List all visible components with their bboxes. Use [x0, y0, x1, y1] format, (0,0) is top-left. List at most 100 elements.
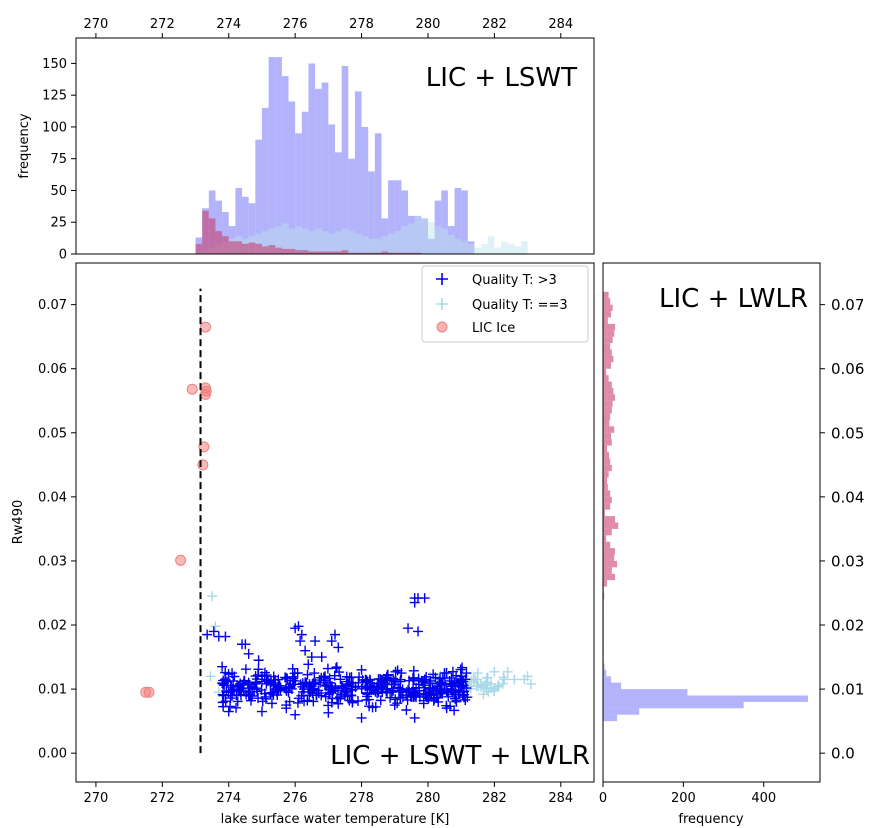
top-hist-bar	[381, 251, 389, 254]
scatter-point-quality-gt3	[308, 696, 319, 707]
top-hist-bar	[321, 251, 329, 254]
scatter-point-quality-gt3	[385, 692, 396, 703]
scatter-point-quality-gt3	[217, 678, 228, 689]
scatter-point-quality-gt3	[217, 678, 228, 689]
top-hist-bar	[208, 218, 216, 254]
scatter-point-quality-gt3	[243, 677, 254, 688]
top-hist-bar	[275, 226, 282, 254]
scatter-point-quality-gt3	[364, 674, 375, 685]
top-hist-bar	[308, 231, 316, 254]
x-tick-label: 272	[150, 17, 175, 32]
right-hist-bar	[603, 349, 612, 356]
right-hist-bar	[603, 387, 614, 395]
scatter-point-quality-gt3	[395, 692, 406, 703]
scatter-point-quality-gt3	[220, 631, 231, 642]
top-hist-bar	[341, 65, 349, 254]
top-hist-bar	[281, 248, 289, 254]
right-hist-bar	[603, 317, 608, 324]
legend-box	[421, 265, 589, 343]
right-hist-bar	[603, 355, 614, 363]
top-hist-bar	[281, 76, 289, 254]
scatter-point-quality-gt3	[272, 690, 283, 701]
top-hist-bar	[215, 200, 223, 254]
top-hist-bar	[348, 231, 355, 254]
y-tick-label: 0.04	[831, 488, 864, 506]
top-hist-bar	[361, 252, 369, 254]
top-hist-bar	[368, 171, 375, 254]
top-hist-bar	[228, 241, 236, 254]
scatter-point-lic-ice	[200, 321, 211, 333]
right-panel-title: LIC + LWLR	[659, 284, 808, 314]
scatter-point-quality-gt3	[261, 693, 272, 704]
scatter-point-quality-gt3	[308, 683, 319, 694]
scatter-point-quality-gt3	[220, 696, 231, 707]
y-tick-label: 25	[50, 216, 67, 231]
top-hist-bar	[441, 190, 448, 254]
top-hist-bar	[421, 218, 428, 254]
scatter-point-quality-gt3	[407, 672, 418, 683]
scatter-point-quality-gt3	[418, 698, 429, 709]
y-tick-label: 0.05	[38, 426, 67, 441]
top-x-ticks: 270 272 274 276 278 280 282 284	[84, 17, 573, 38]
scatter-point-quality-gt3	[376, 680, 387, 691]
scatter-point-quality-gt3	[202, 629, 213, 640]
top-panel-title: LIC + LSWT	[426, 63, 577, 93]
top-hist-bar	[467, 243, 475, 254]
right-hist-bar	[603, 522, 619, 529]
scatter-point-quality-gt3	[341, 671, 352, 682]
right-hist-bar	[603, 413, 611, 420]
right-hist-bar	[603, 381, 612, 388]
scatter-point-quality-gt3	[235, 678, 246, 689]
top-hist-bar	[388, 180, 395, 254]
scatter-point-quality-gt3	[299, 696, 310, 707]
scatter-point-quality-gt3	[303, 659, 314, 670]
top-hist-bar	[261, 246, 269, 254]
top-hist-bar	[195, 243, 203, 254]
scatter-point-quality-gt3	[296, 629, 307, 640]
top-hist-bar	[242, 196, 249, 254]
legend-label-lic-ice: LIC Ice	[472, 321, 515, 336]
scatter-point-quality-gt3	[253, 655, 264, 666]
y-tick-label: 0.03	[38, 554, 67, 569]
scatter-point-quality-gt3	[439, 668, 450, 679]
top-hist-bar	[288, 228, 296, 254]
top-hist-bar	[308, 63, 316, 254]
right-hist-bar	[603, 464, 612, 472]
scatter-point-quality-gt3	[262, 676, 273, 687]
scatter-point-quality-eq3	[478, 689, 489, 700]
y-tick-label: 0.07	[831, 296, 864, 314]
top-hist-bar	[255, 243, 262, 254]
scatter-point-quality-gt3	[240, 664, 251, 675]
top-ylabel: frequency	[17, 113, 32, 179]
top-hist-bar	[295, 226, 302, 254]
top-hist-bar	[388, 233, 395, 254]
scatter-point-quality-gt3	[256, 706, 267, 717]
y-tick-label: 0.02	[831, 617, 864, 635]
top-hist-bar	[507, 243, 515, 254]
top-hist-bar	[235, 187, 243, 254]
y-tick-label: 0.03	[831, 552, 864, 570]
right-hist-bar	[603, 400, 613, 408]
top-hist-bar	[408, 215, 415, 254]
top-hist-bar	[328, 251, 335, 254]
top-hist-bar	[268, 245, 276, 254]
top-hist-bar	[301, 250, 309, 254]
scatter-point-quality-gt3	[300, 645, 311, 656]
scatter-point-quality-gt3	[243, 648, 254, 659]
top-hist-bar	[434, 226, 442, 254]
top-hist-bar	[228, 226, 236, 254]
scatter-point-quality-gt3	[409, 597, 420, 608]
right-xlabel: frequency	[678, 812, 744, 827]
scatter-point-quality-gt3	[330, 663, 341, 674]
top-y-ticks: 0 25 50 75 100 125 150	[42, 57, 76, 263]
x-tick-label: 272	[150, 791, 175, 806]
top-hist-bar	[520, 241, 528, 254]
scatter-point-quality-gt3	[397, 684, 408, 695]
top-hist-bar	[481, 243, 488, 254]
top-hist-bar	[335, 231, 342, 254]
scatter-point-quality-gt3	[457, 662, 468, 673]
top-hist-bar	[368, 252, 375, 254]
scatter-point-quality-gt3	[363, 694, 374, 705]
scatter-point-quality-gt3	[316, 652, 327, 663]
top-hist-bar	[487, 236, 495, 254]
